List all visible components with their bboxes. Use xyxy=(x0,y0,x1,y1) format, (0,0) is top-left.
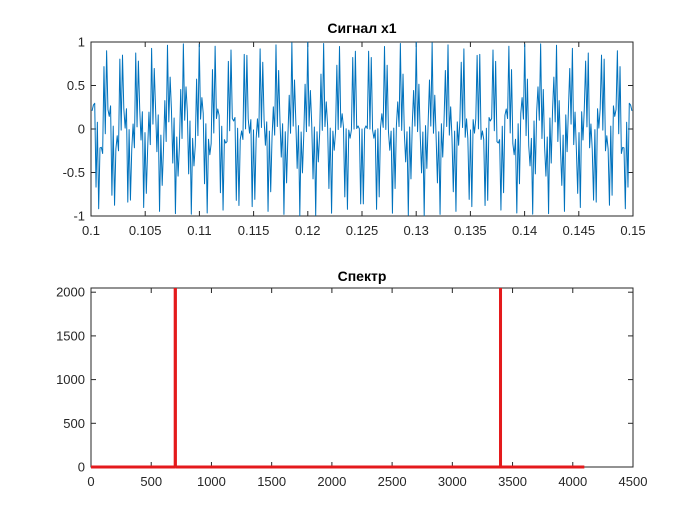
signal-y-tick-label: -1 xyxy=(73,209,85,224)
signal-x-tick-label: 0.15 xyxy=(620,223,645,238)
signal-x-tick-label: 0.125 xyxy=(346,223,379,238)
signal-x-tick-label: 0.14 xyxy=(512,223,537,238)
spectrum-y-tick-label: 2000 xyxy=(56,285,85,300)
spectrum-y-tick-label: 1000 xyxy=(56,372,85,387)
signal-x-axis: 0.1 0.105 0.11 0.115 0.12 0.125 0.13 0.135 0.14 0… xyxy=(82,42,646,238)
signal-x-tick-label: 0.105 xyxy=(129,223,162,238)
signal-plot: Сигнал x1 -1-0.500.51 0.1 0.105 0.11 0.115 0… xyxy=(63,20,646,238)
spectrum-y-tick-label: 1500 xyxy=(56,328,85,343)
signal-y-tick-label: 0.5 xyxy=(67,78,85,93)
signal-x-tick-label: 0.11 xyxy=(187,223,211,238)
signal-y-tick-label: 0 xyxy=(78,122,85,137)
spectrum-y-tick-label: 500 xyxy=(63,416,85,431)
spectrum-x-tick-label: 500 xyxy=(140,474,162,489)
signal-y-tick-label: 1 xyxy=(78,35,85,50)
spectrum-x-tick-label: 2000 xyxy=(317,474,346,489)
signal-x-tick-label: 0.135 xyxy=(454,223,487,238)
signal-x-tick-label: 0.145 xyxy=(563,223,596,238)
signal-line xyxy=(91,41,633,217)
signal-x-tick-label: 0.115 xyxy=(238,223,270,238)
spectrum-y-tick-label: 0 xyxy=(78,460,85,475)
spectrum-x-tick-label: 3500 xyxy=(498,474,527,489)
spectrum-plot-title: Спектр xyxy=(338,268,387,284)
signal-plot-title: Сигнал x1 xyxy=(327,20,396,36)
signal-y-axis: -1 -0.5 0 0.5 1 xyxy=(63,35,633,224)
spectrum-x-tick-label: 0 xyxy=(87,474,94,489)
signal-x-tick-label: 0.13 xyxy=(404,223,429,238)
spectrum-x-tick-label: 4000 xyxy=(558,474,587,489)
signal-y-tick-label: -0.5 xyxy=(63,165,85,180)
spectrum-plot: Спектр 0 500 1000 1500 2000 0 500 1000 1500 2000… xyxy=(56,268,647,489)
signal-x-tick-label: 0.1 xyxy=(82,223,100,238)
spectrum-x-tick-label: 1000 xyxy=(197,474,226,489)
spectrum-x-tick-label: 2500 xyxy=(378,474,407,489)
spectrum-y-axis: 0 500 1000 1500 2000 xyxy=(56,285,633,475)
spectrum-x-tick-label: 4500 xyxy=(619,474,648,489)
spectrum-x-tick-label: 1500 xyxy=(257,474,286,489)
signal-x-tick-label: 0.12 xyxy=(295,223,320,238)
spectrum-x-axis: 0 500 1000 1500 2000 2500 3000 3500 4000 4500 xyxy=(87,288,647,489)
signal-series xyxy=(91,41,633,217)
spectrum-x-tick-label: 3000 xyxy=(438,474,467,489)
spectrum-series xyxy=(91,288,585,469)
